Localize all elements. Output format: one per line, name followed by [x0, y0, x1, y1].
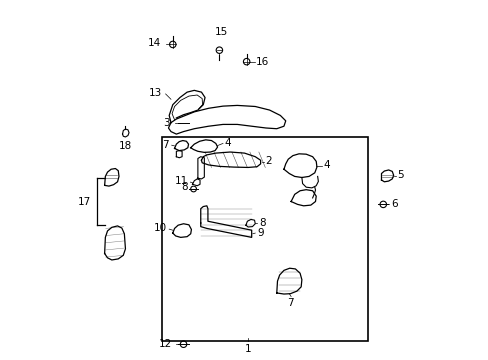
Polygon shape: [201, 206, 251, 237]
Polygon shape: [290, 190, 316, 206]
Text: 7: 7: [286, 298, 293, 309]
Polygon shape: [201, 152, 260, 167]
Polygon shape: [198, 157, 204, 179]
Polygon shape: [176, 150, 182, 158]
Text: 4: 4: [224, 138, 231, 148]
Text: 8: 8: [258, 218, 265, 228]
Bar: [162, 137, 367, 341]
Text: 11: 11: [174, 176, 187, 186]
Text: 2: 2: [265, 156, 271, 166]
Polygon shape: [190, 140, 217, 152]
Polygon shape: [122, 129, 129, 137]
Polygon shape: [172, 224, 191, 237]
Text: 1: 1: [244, 343, 251, 354]
Text: 5: 5: [396, 170, 403, 180]
Polygon shape: [168, 105, 285, 134]
Text: 9: 9: [257, 228, 263, 238]
Polygon shape: [174, 140, 188, 150]
Polygon shape: [381, 170, 393, 182]
Text: 3: 3: [163, 118, 169, 128]
Polygon shape: [104, 168, 119, 186]
Polygon shape: [169, 90, 204, 123]
Text: 17: 17: [78, 197, 91, 207]
Polygon shape: [192, 179, 200, 186]
Text: 16: 16: [255, 57, 269, 67]
Text: 6: 6: [390, 199, 397, 210]
Text: 18: 18: [119, 140, 132, 150]
Text: 4: 4: [323, 159, 329, 170]
Text: 10: 10: [153, 224, 166, 233]
Text: 14: 14: [148, 38, 161, 48]
Text: 12: 12: [159, 339, 172, 349]
Text: 15: 15: [214, 27, 227, 37]
Text: 13: 13: [148, 88, 162, 98]
Text: 8: 8: [181, 182, 188, 192]
Polygon shape: [276, 268, 301, 294]
Polygon shape: [284, 154, 316, 177]
Polygon shape: [104, 226, 125, 260]
Polygon shape: [245, 220, 255, 227]
Text: 7: 7: [162, 140, 169, 150]
